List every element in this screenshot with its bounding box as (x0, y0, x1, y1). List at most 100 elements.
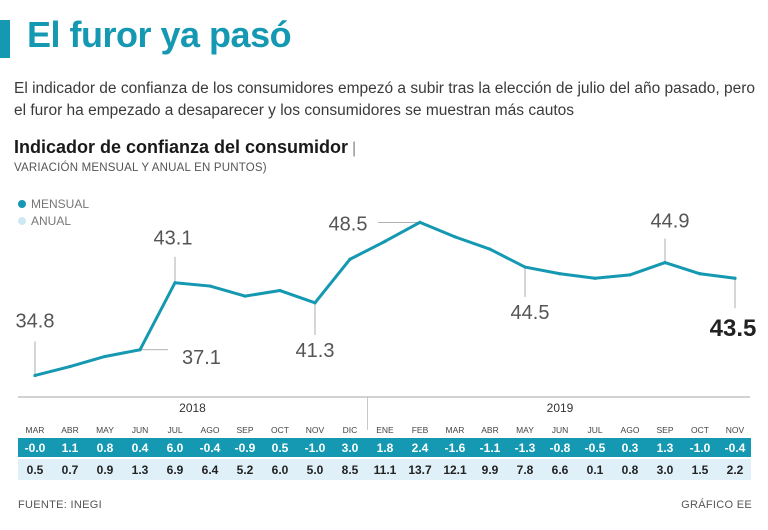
page-title: El furor ya pasó (27, 14, 292, 55)
mensual-value: 2.4 (412, 441, 429, 455)
data-point (103, 354, 107, 359)
chart-title: Indicador de confianza del consumidor | (14, 137, 356, 158)
mensual-value: -1.0 (305, 441, 326, 455)
title-accent-bar (0, 20, 10, 58)
year-label: 2019 (547, 401, 574, 415)
month-label: ABR (481, 425, 498, 435)
anual-value: 7.8 (517, 463, 534, 477)
month-label: MAR (446, 425, 465, 435)
mensual-value: 3.0 (342, 441, 359, 455)
mensual-value: 1.1 (62, 441, 79, 455)
data-point (523, 265, 527, 269)
month-label: SEP (236, 425, 253, 435)
legend-dot-mensual-icon (18, 199, 26, 208)
point-label: 43.5 (710, 315, 757, 342)
data-point (173, 281, 177, 285)
chart-title-separator: | (352, 140, 357, 157)
data-point (418, 220, 422, 224)
anual-value: 6.0 (272, 463, 289, 477)
mensual-value: -0.8 (550, 441, 571, 455)
month-label: OCT (691, 425, 709, 435)
month-label: JUN (552, 425, 569, 435)
point-label: 44.9 (651, 211, 690, 233)
mensual-value: 6.0 (167, 441, 184, 455)
point-label: 34.8 (16, 310, 55, 332)
data-point (348, 257, 352, 261)
month-label: JUN (132, 425, 149, 435)
month-label: JUL (167, 425, 182, 435)
month-label: AGO (201, 425, 220, 435)
month-label: NOV (306, 425, 325, 435)
data-point (453, 235, 457, 239)
mensual-value: 1.3 (657, 441, 674, 455)
mensual-value: -1.3 (515, 441, 536, 455)
data-point (243, 294, 247, 298)
anual-value: 3.0 (657, 463, 674, 477)
anual-value: 0.9 (97, 463, 114, 477)
month-label: MAY (516, 425, 534, 435)
legend-label-anual: ANUAL (31, 213, 72, 228)
anual-value: 8.5 (342, 463, 359, 477)
mensual-value: 0.4 (132, 441, 149, 455)
month-label: MAR (26, 425, 45, 435)
anual-value: 6.9 (167, 463, 184, 477)
anual-value: 12.1 (443, 463, 467, 477)
data-point (33, 373, 37, 378)
anual-value: 6.4 (202, 463, 219, 477)
point-label: 37.1 (182, 347, 221, 369)
anual-value: 0.7 (62, 463, 79, 477)
mensual-value: -1.1 (480, 441, 501, 455)
anual-value: 13.7 (408, 463, 432, 477)
data-point (628, 273, 632, 277)
anual-value: 5.2 (237, 463, 254, 477)
month-label: DIC (343, 425, 358, 435)
anual-value: 5.0 (307, 463, 324, 477)
data-point (208, 284, 212, 288)
data-point (313, 301, 317, 305)
data-point (593, 276, 597, 280)
mensual-row-bg (18, 438, 751, 457)
month-label: JUL (587, 425, 602, 435)
mensual-value: -1.0 (690, 441, 711, 455)
month-label: FEB (412, 425, 429, 435)
data-point (383, 239, 387, 243)
point-label: 43.1 (154, 228, 193, 250)
data-point (558, 272, 562, 276)
anual-value: 11.1 (374, 463, 397, 477)
mensual-value: 0.8 (97, 441, 114, 455)
anual-value: 1.3 (132, 463, 149, 477)
legend-item-anual: ANUAL (18, 212, 89, 229)
anual-value: 0.8 (622, 463, 639, 477)
mensual-value: 0.5 (272, 441, 289, 455)
anual-value: 1.5 (692, 463, 709, 477)
point-label: 44.5 (511, 302, 550, 324)
month-label: ENE (376, 425, 394, 435)
month-label: AGO (621, 425, 640, 435)
page-subtitle: El indicador de confianza de los consumi… (14, 80, 756, 119)
anual-row-bg (18, 459, 751, 480)
month-label: OCT (271, 425, 289, 435)
chart-subtitle: VARIACIÓN MENSUAL Y ANUAL EN PUNTOS) (14, 162, 267, 174)
anual-value: 9.9 (482, 463, 499, 477)
anual-value: 2.2 (727, 463, 744, 477)
legend-dot-anual-icon (18, 216, 26, 225)
footer-source: FUENTE: INEGI (18, 499, 102, 511)
series-line (33, 220, 737, 377)
footer-credit: GRÁFICO EE (681, 499, 752, 511)
month-label: ABR (61, 425, 78, 435)
chart-title-text: Indicador de confianza del consumidor (14, 137, 349, 157)
data-point (278, 288, 282, 293)
legend-item-mensual: MENSUAL (18, 195, 89, 212)
data-point (138, 348, 142, 352)
month-label: SEP (656, 425, 673, 435)
anual-value: 6.6 (552, 463, 569, 477)
data-point (68, 364, 72, 369)
chart-legend: MENSUAL ANUAL (18, 195, 89, 229)
mensual-value: -0.4 (200, 441, 221, 455)
anual-value: 0.1 (587, 463, 604, 477)
data-point (488, 247, 492, 251)
data-point (733, 276, 737, 280)
mensual-value: -0.0 (25, 441, 46, 455)
mensual-value: -0.5 (585, 441, 606, 455)
